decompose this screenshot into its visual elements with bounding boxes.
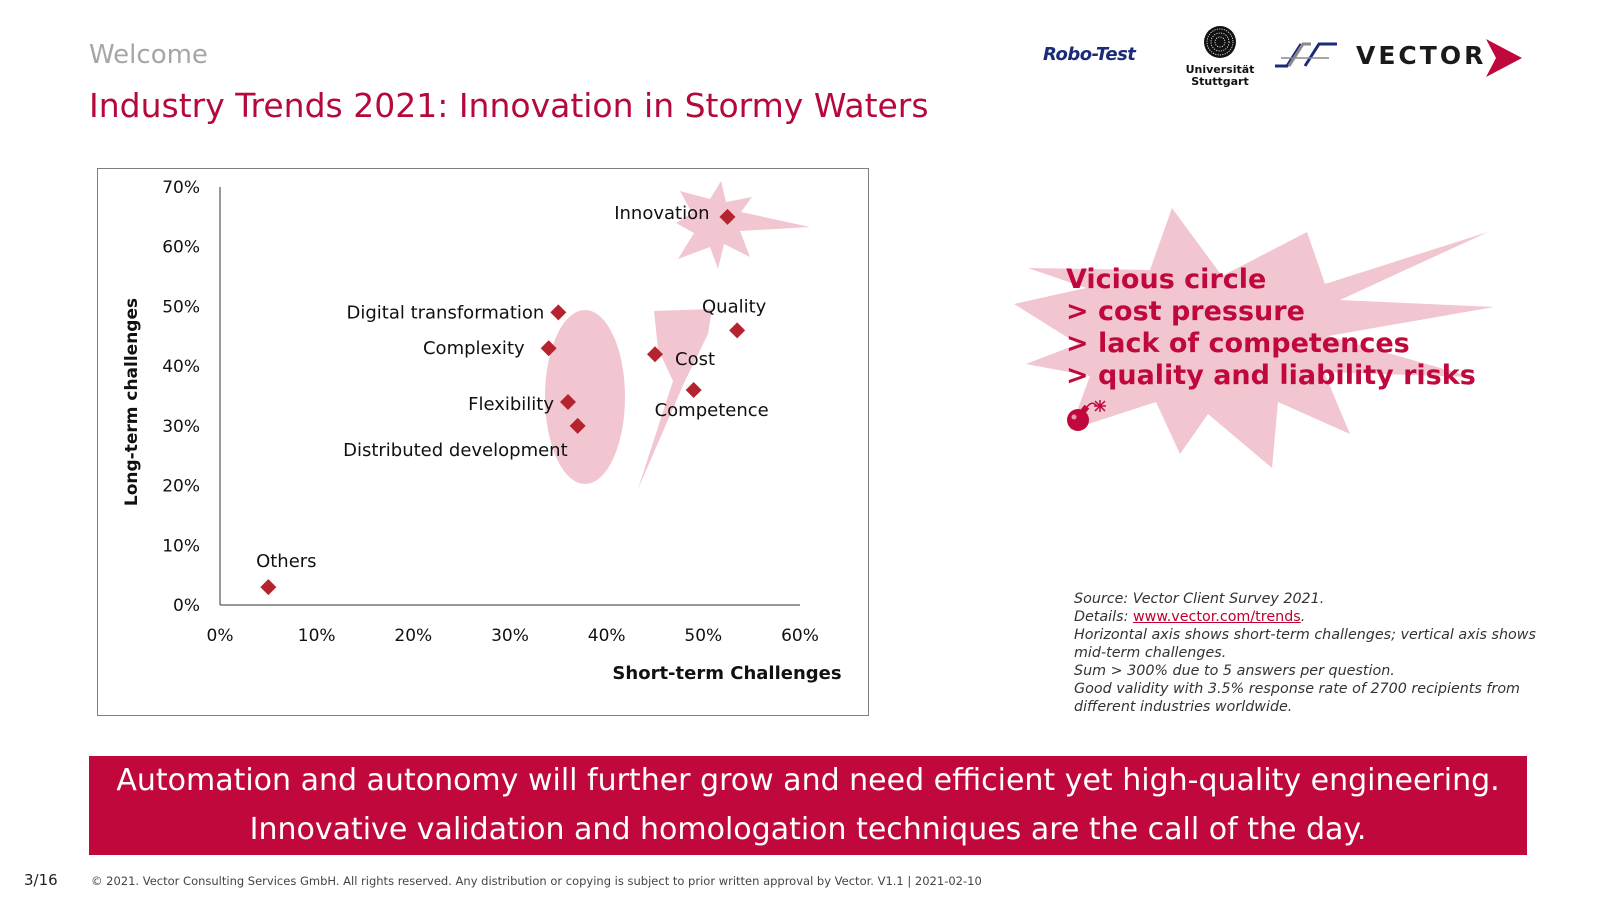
details-prefix: Details: — [1074, 609, 1133, 625]
copyright-footer: © 2021. Vector Consulting Services GmbH.… — [91, 874, 982, 888]
point-label: Competence — [655, 400, 769, 421]
ias-logo-icon — [1275, 42, 1337, 68]
data-point — [560, 393, 576, 410]
x-tick-label: 60% — [781, 626, 819, 646]
vector-logo: VECTOR — [1356, 41, 1487, 70]
banner-line-1: Automation and autonomy will further gro… — [116, 763, 1500, 798]
source-line: Source: Vector Client Survey 2021. — [1074, 591, 1325, 607]
vector-chevron-icon — [1486, 39, 1522, 77]
bomb-icon — [1067, 400, 1106, 431]
page-title: Industry Trends 2021: Innovation in Stor… — [89, 86, 929, 125]
point-label: Quality — [702, 296, 767, 317]
callout-line-1: Vicious circle — [1066, 264, 1267, 295]
cluster-spike — [638, 309, 712, 489]
point-label: Innovation — [614, 203, 709, 224]
university-name: Universität Stuttgart — [1180, 64, 1260, 88]
y-tick-label: 70% — [162, 178, 200, 198]
details-link[interactable]: www.vector.com/trends — [1132, 609, 1301, 625]
data-point — [685, 382, 702, 399]
x-tick-label: 40% — [588, 626, 626, 646]
point-label: Distributed development — [343, 440, 568, 461]
scatter-chart: 0% 10% 20% 30% 40% 50% 60% 0% 10% 20% 30% 40% 50% 60%… — [122, 178, 842, 684]
robotest-logo: Robo-Test — [1043, 44, 1136, 65]
point-label: Complexity — [423, 338, 525, 359]
x-tick-label: 20% — [394, 626, 432, 646]
starburst-shape — [1014, 208, 1494, 468]
x-tick-label: 10% — [298, 626, 336, 646]
y-tick-label: 30% — [162, 417, 200, 437]
vicious-circle-starburst — [1014, 208, 1494, 468]
point-label: Others — [256, 551, 317, 572]
details-suffix: . — [1300, 609, 1306, 625]
conclusion-banner: Automation and autonomy will further gro… — [89, 756, 1527, 855]
source-notes: Source: Vector Client Survey 2021. Detai… — [1074, 590, 1544, 716]
page-number: 3/16 — [24, 871, 58, 889]
university-line2: Stuttgart — [1191, 75, 1249, 88]
innovation-starburst — [676, 181, 810, 269]
x-axis-label: Short-term Challenges — [612, 663, 841, 684]
data-point — [569, 417, 586, 434]
data-point — [729, 322, 746, 339]
callout-line-3: > lack of competences — [1066, 328, 1410, 359]
y-tick-label: 60% — [162, 238, 200, 258]
data-point — [647, 346, 663, 363]
data-point — [550, 304, 567, 321]
point-label: Cost — [675, 349, 715, 370]
university-line1: Universität — [1185, 63, 1255, 76]
y-tick-label: 20% — [162, 477, 200, 497]
point-label: Flexibility — [468, 394, 554, 415]
banner-line-2: Innovative validation and homologation t… — [249, 812, 1367, 847]
callout-line-4: > quality and liability risks — [1066, 360, 1476, 391]
y-tick-label: 0% — [173, 596, 200, 616]
x-tick-label: 50% — [684, 626, 722, 646]
y-tick-label: 10% — [162, 536, 200, 556]
point-label: Digital transformation — [346, 302, 544, 323]
section-label: Welcome — [89, 40, 208, 70]
chart-frame: 0% 10% 20% 30% 40% 50% 60% 0% 10% 20% 30% 40% 50% 60%… — [97, 168, 869, 716]
data-point — [260, 579, 277, 596]
sum-note: Sum > 300% due to 5 answers per question… — [1074, 663, 1395, 679]
data-point — [540, 340, 557, 357]
validity-note: Good validity with 3.5% response rate of… — [1074, 681, 1520, 715]
data-point — [719, 208, 736, 225]
y-tick-label: 40% — [162, 357, 200, 377]
y-tick-label: 50% — [162, 297, 200, 317]
y-axis-label: Long-term challenges — [122, 298, 142, 506]
cluster-ellipse — [545, 310, 625, 484]
vicious-circle-callout: Vicious circle > cost pressure > lack of… — [1066, 264, 1476, 392]
x-tick-label: 30% — [491, 626, 529, 646]
callout-line-2: > cost pressure — [1066, 296, 1305, 327]
details-line: Details: www.vector.com/trends. — [1074, 608, 1544, 626]
university-seal-icon — [1204, 26, 1236, 58]
x-tick-label: 0% — [207, 626, 234, 646]
axis-note: Horizontal axis shows short-term challen… — [1074, 627, 1536, 661]
